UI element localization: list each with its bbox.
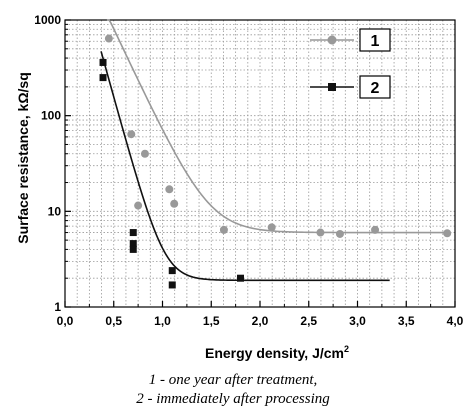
- y-tick-label: 10: [48, 204, 62, 218]
- data-points: [99, 34, 452, 289]
- data-point-series-1: [165, 185, 174, 194]
- fit-curves: [100, 19, 451, 282]
- y-tick-label: 1000: [34, 13, 61, 27]
- legend-marker-series-2: [328, 83, 336, 91]
- data-point-series-1: [371, 225, 380, 234]
- data-point-series-1: [134, 201, 143, 210]
- x-axis-label: Energy density, J/cm2: [205, 344, 349, 361]
- data-point-series-2: [168, 281, 176, 289]
- data-point-series-1: [219, 225, 228, 234]
- x-tick-label: 1,0: [154, 314, 171, 328]
- legend-marker-series-1: [327, 35, 337, 45]
- legend-box-series-1: [359, 28, 391, 52]
- data-point-series-2: [99, 74, 107, 82]
- x-tick-label: 0,5: [105, 314, 122, 328]
- data-point-series-2: [99, 58, 107, 66]
- axis-ticks: 0,0 0,5 1,0 1,5 2,0 2,5 3,0 3,5 4,0 1 10 100 1000: [34, 13, 463, 328]
- data-point-series-1: [127, 130, 136, 139]
- data-point-series-1: [104, 34, 113, 43]
- x-tick-label: 2,5: [300, 314, 317, 328]
- caption-line-1: 1 - one year after treatment,: [148, 372, 318, 388]
- data-point-series-2: [129, 229, 137, 237]
- data-point-series-2: [129, 240, 137, 248]
- data-point-series-1: [316, 228, 325, 237]
- data-point-series-1: [170, 199, 179, 208]
- x-tick-label: 3,0: [349, 314, 366, 328]
- data-point-series-1: [335, 229, 344, 238]
- fit-curve-series-1: [106, 19, 451, 234]
- x-tick-label: 2,0: [252, 314, 269, 328]
- data-point-series-1: [443, 229, 452, 238]
- legend-label-series-2: 2: [371, 80, 380, 97]
- caption-line-2: 2 - immediately after processing: [136, 391, 330, 407]
- data-point-series-1: [267, 223, 276, 232]
- x-tick-label: 1,5: [203, 314, 220, 328]
- fit-curve-series-2: [100, 51, 390, 282]
- data-point-series-1: [140, 149, 149, 158]
- data-point-series-2: [168, 267, 176, 275]
- legend-box-series-2: [359, 75, 391, 99]
- grid: [64, 20, 456, 308]
- y-tick-label: 1: [54, 300, 61, 314]
- legend: 12: [310, 28, 391, 99]
- x-tick-label: 0,0: [57, 314, 74, 328]
- data-point-series-2: [129, 245, 137, 253]
- y-tick-label: 100: [41, 109, 61, 123]
- data-point-series-2: [237, 274, 244, 282]
- legend-label-series-1: 1: [371, 33, 380, 50]
- x-tick-label: 4,0: [447, 314, 464, 328]
- y-axis-label: Surface resistance, kΩ/sq: [15, 72, 31, 244]
- x-tick-label: 3,5: [398, 314, 415, 328]
